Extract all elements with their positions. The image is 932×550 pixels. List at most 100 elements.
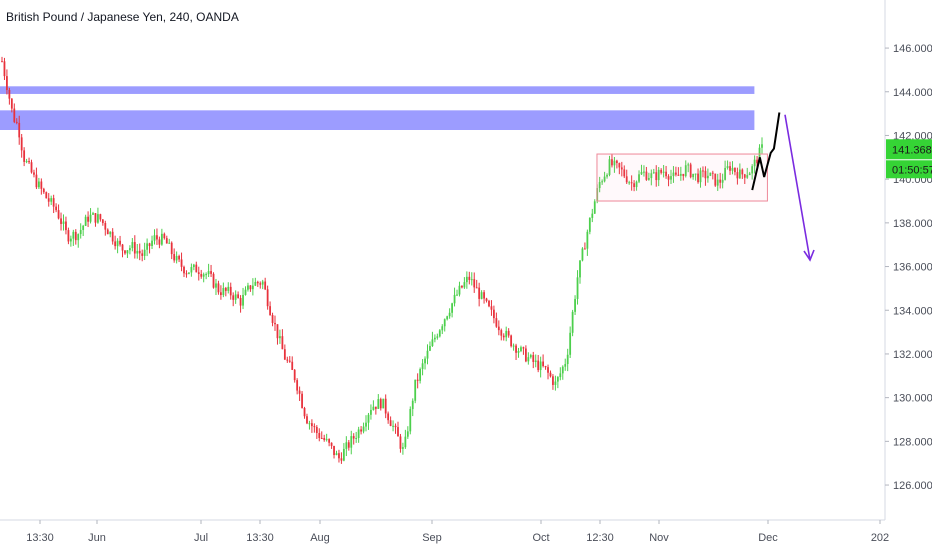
candle — [598, 176, 601, 193]
candle — [493, 305, 495, 324]
price-axis[interactable]: 126.000 128.000 130.000 132.000 134.000 136.0… — [885, 43, 932, 492]
candle — [345, 436, 348, 457]
candle — [748, 171, 751, 176]
candle — [303, 406, 306, 419]
candle — [593, 199, 596, 214]
candle — [706, 168, 709, 183]
candle — [3, 57, 6, 81]
candle — [416, 373, 419, 389]
candle — [62, 214, 65, 231]
candle — [232, 292, 235, 307]
candle — [724, 160, 727, 181]
candle — [512, 343, 515, 351]
candle — [156, 228, 158, 245]
candle — [104, 220, 107, 236]
candle — [702, 166, 704, 178]
price-tags: 141.368 01:50:57 — [886, 139, 932, 179]
candle — [79, 223, 82, 239]
candle — [574, 295, 576, 315]
candle — [151, 235, 153, 249]
candle — [615, 159, 618, 169]
candle — [387, 411, 390, 424]
candle — [158, 236, 161, 249]
candle — [126, 249, 129, 258]
candle — [200, 269, 203, 279]
candle — [202, 272, 205, 283]
candle — [692, 173, 695, 180]
candle — [160, 228, 163, 246]
x-tick-label: 13:30 — [26, 532, 54, 544]
candle — [25, 158, 28, 164]
candle — [517, 347, 520, 358]
candle — [650, 169, 653, 186]
candle — [584, 242, 586, 250]
candle — [153, 229, 156, 245]
candle — [224, 286, 227, 297]
candle — [402, 442, 404, 455]
candle — [106, 228, 109, 235]
candle — [741, 168, 744, 179]
candle — [69, 235, 72, 247]
candle — [709, 172, 712, 177]
candle — [121, 243, 124, 258]
candle — [60, 212, 62, 231]
candle — [714, 173, 717, 187]
candle — [367, 412, 370, 430]
candle — [554, 375, 557, 391]
candle — [529, 353, 532, 359]
y-tick-label: 146.000 — [893, 43, 932, 55]
candle — [675, 166, 677, 177]
candle — [643, 165, 645, 177]
candle — [37, 177, 40, 190]
candle — [318, 428, 321, 442]
candle — [657, 166, 660, 187]
y-tick-label: 134.000 — [893, 305, 932, 317]
candle — [547, 364, 549, 380]
candle — [306, 413, 308, 425]
candle — [751, 164, 754, 180]
candle — [729, 161, 731, 175]
candle — [33, 169, 35, 178]
candle — [190, 263, 193, 277]
candle — [360, 426, 362, 435]
candle — [264, 277, 267, 291]
candle — [507, 328, 510, 338]
candle — [463, 277, 466, 289]
candle — [18, 115, 21, 145]
candle — [488, 299, 490, 308]
candle — [502, 333, 505, 341]
candle — [94, 213, 97, 227]
y-tick-label: 130.000 — [893, 393, 932, 405]
candle — [298, 386, 301, 401]
candle — [670, 169, 672, 185]
candle — [527, 352, 530, 365]
candle — [288, 356, 291, 363]
candle — [726, 160, 729, 170]
candle — [480, 290, 483, 300]
projected-move-down — [784, 114, 811, 261]
candle — [473, 272, 476, 293]
time-axis[interactable]: 13:30 Jun Jul 13:30 Aug Sep Oct 12:30 Nov Dec 202 — [26, 520, 889, 544]
candle — [635, 180, 638, 191]
candle — [394, 423, 397, 434]
candle — [124, 250, 126, 255]
candle — [542, 354, 545, 368]
x-tick-label: 13:30 — [246, 532, 274, 544]
candle — [458, 281, 461, 297]
candle — [92, 211, 94, 216]
candle — [180, 252, 183, 272]
resistance-zones — [0, 86, 755, 130]
candle — [734, 167, 736, 176]
candle — [296, 378, 299, 395]
candle — [465, 271, 468, 289]
candle — [128, 245, 131, 255]
candle — [446, 315, 449, 321]
candle — [259, 281, 262, 289]
candle — [738, 163, 741, 179]
candle — [665, 165, 667, 179]
candle — [256, 280, 259, 287]
candle — [72, 229, 75, 246]
candle — [694, 173, 697, 181]
candle — [87, 211, 89, 228]
